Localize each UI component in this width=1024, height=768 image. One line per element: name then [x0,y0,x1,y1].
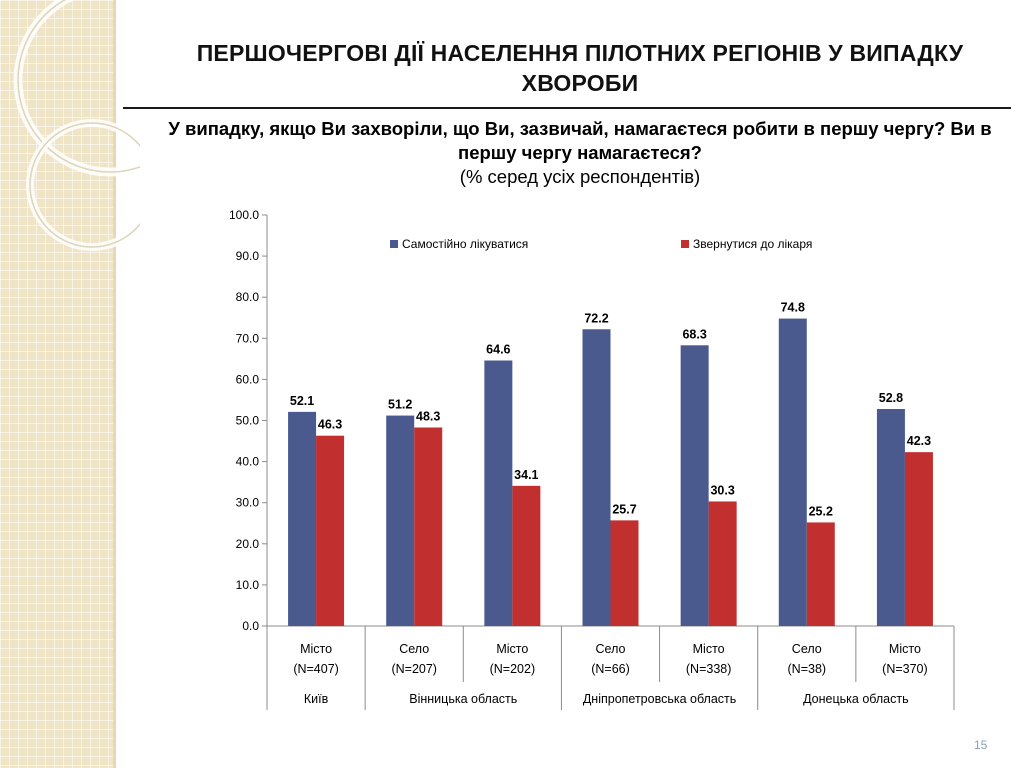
x-category-label: Місто [496,642,528,656]
bar [904,452,933,626]
data-label: 72.2 [584,311,608,325]
bar [708,501,737,626]
question-note: (% серед усіх респондентів) [459,166,701,187]
x-group-label: Вінницька область [409,692,517,706]
x-category-count: (N=207) [391,662,437,676]
slide-title: ПЕРШОЧЕРГОВІ ДІЇ НАСЕЛЕННЯ ПІЛОТНИХ РЕГІ… [196,40,964,96]
legend-label: Звернутися до лікаря [693,237,812,251]
bar [680,345,709,626]
bar [288,411,317,626]
data-label: 42.3 [907,434,931,448]
data-label: 34.1 [514,468,538,482]
data-label: 25.2 [809,504,833,518]
data-label: 48.3 [416,409,440,423]
y-tick-label: 30.0 [236,496,260,510]
y-tick-label: 80.0 [236,290,260,304]
data-label: 52.1 [290,394,314,408]
x-category-count: (N=202) [490,662,536,676]
data-label: 52.8 [879,391,903,405]
data-label: 74.8 [781,301,805,315]
y-tick-label: 50.0 [236,414,260,428]
legend-swatch [390,240,398,248]
page-number: 15 [974,738,988,752]
data-label: 68.3 [682,327,706,341]
decorative-rings [13,0,140,251]
x-group-label: Київ [304,692,329,706]
x-category-count: (N=370) [882,662,928,676]
data-label: 46.3 [318,418,342,432]
bar [386,415,415,626]
bar [582,329,611,626]
x-category-label: Місто [300,642,332,656]
x-category-count: (N=338) [686,662,732,676]
bar [484,360,513,626]
legend-label: Самостійно лікуватися [402,237,528,251]
side-strip-edge [113,0,116,768]
bar [316,435,345,626]
x-group-label: Донецька область [803,692,909,706]
decorative-side-strip [0,0,113,768]
data-label: 64.6 [486,342,510,356]
bar [806,522,835,626]
x-category-label: Село [399,642,429,656]
bar [512,485,541,626]
data-label: 25.7 [612,502,636,516]
bar [876,408,905,626]
x-category-label: Місто [693,642,725,656]
x-category-label: Місто [889,642,921,656]
bar [778,318,807,626]
x-category-count: (N=407) [293,662,339,676]
y-tick-label: 0.0 [242,619,259,633]
title-underline [123,107,1011,109]
y-tick-label: 20.0 [236,537,260,551]
x-category-count: (N=38) [788,662,827,676]
x-category-label: Село [596,642,626,656]
x-group-label: Дніпропетровська область [583,692,736,706]
y-tick-label: 40.0 [236,455,260,469]
y-tick-label: 60.0 [236,372,260,386]
legend-swatch [681,240,689,248]
y-tick-label: 100.0 [229,208,259,222]
data-label: 30.3 [710,483,734,497]
bar [610,520,639,626]
survey-question: У випадку, якщо Ви захворіли, що Ви, заз… [160,117,1000,189]
data-label: 51.2 [388,398,412,412]
x-category-count: (N=66) [591,662,630,676]
y-tick-label: 10.0 [236,578,260,592]
question-text: У випадку, якщо Ви захворіли, що Ви, заз… [168,118,992,163]
x-category-label: Село [792,642,822,656]
y-tick-label: 90.0 [236,249,260,263]
y-tick-label: 70.0 [236,331,260,345]
bar [414,427,443,626]
